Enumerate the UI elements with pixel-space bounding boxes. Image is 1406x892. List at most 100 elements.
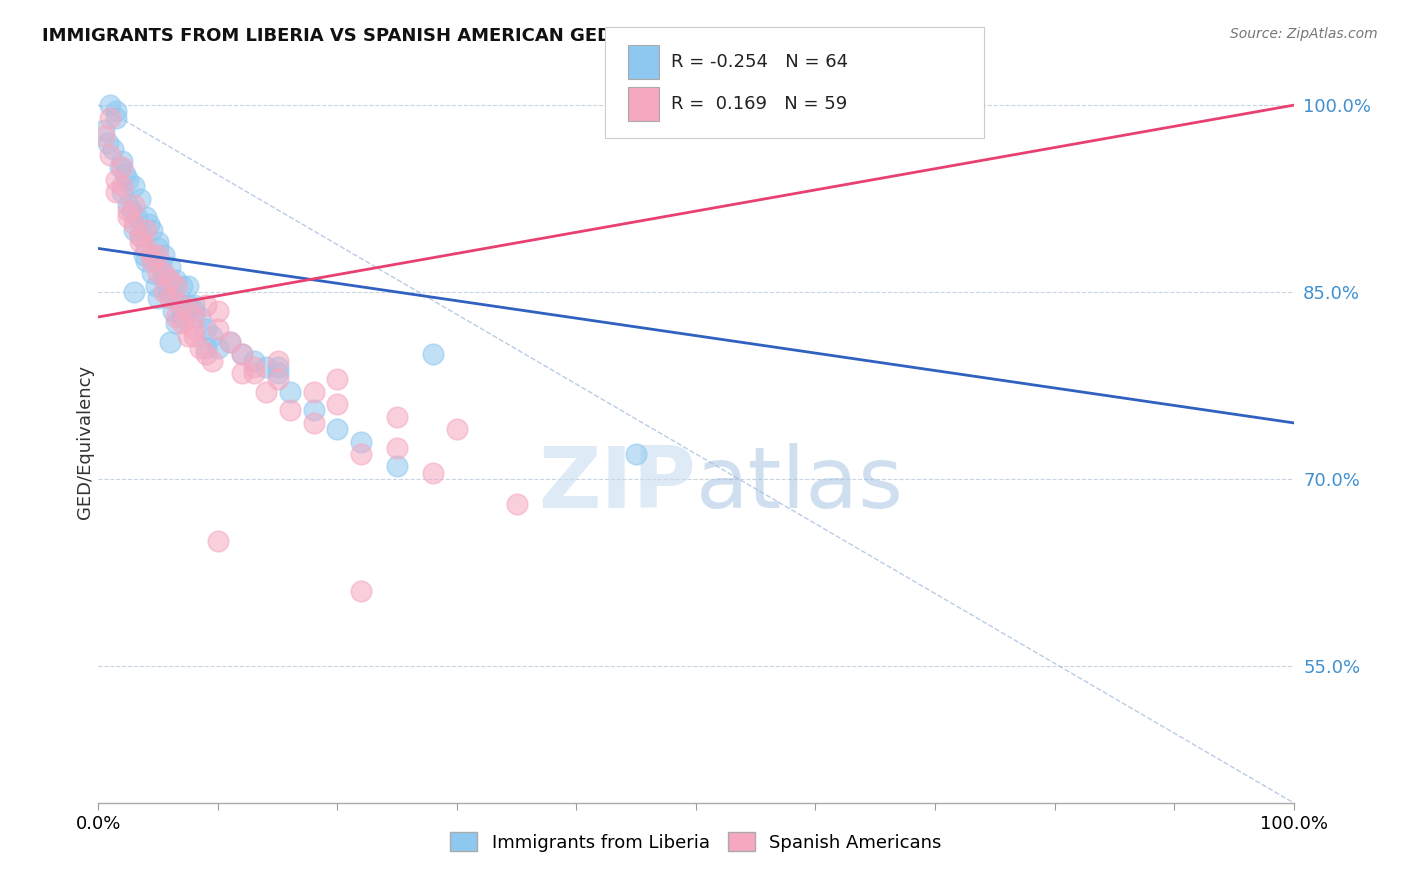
Point [267, 353, 290, 368]
Point [141, 266, 163, 280]
Point [254, 384, 277, 399]
Point [422, 347, 444, 361]
Point [111, 179, 134, 194]
Point [159, 272, 181, 286]
Point [124, 217, 146, 231]
Point [165, 316, 187, 330]
Point [105, 111, 128, 125]
Point [135, 211, 157, 225]
Point [177, 278, 200, 293]
Point [446, 422, 468, 436]
Point [183, 322, 205, 336]
Point [350, 584, 373, 599]
Point [121, 204, 143, 219]
Point [156, 285, 179, 299]
Point [385, 441, 409, 455]
Point [350, 447, 373, 461]
Point [129, 235, 152, 250]
Point [188, 341, 211, 355]
Point [153, 248, 176, 262]
Point [124, 179, 146, 194]
Point [278, 403, 301, 417]
Point [267, 372, 290, 386]
Point [93, 123, 115, 137]
Point [172, 310, 194, 324]
Point [98, 98, 122, 112]
Point [350, 434, 373, 449]
Point [93, 129, 115, 144]
Point [201, 353, 224, 368]
Point [231, 347, 253, 361]
Point [148, 266, 170, 280]
Point [135, 253, 157, 268]
Point [183, 303, 205, 318]
Point [129, 192, 152, 206]
Point [111, 161, 134, 175]
Text: Source: ZipAtlas.com: Source: ZipAtlas.com [1230, 27, 1378, 41]
Point [148, 242, 170, 256]
Point [129, 229, 152, 244]
Point [219, 334, 242, 349]
Point [148, 235, 170, 250]
Point [243, 353, 266, 368]
Point [172, 278, 194, 293]
Point [138, 217, 160, 231]
Point [141, 253, 163, 268]
Point [183, 310, 205, 324]
Point [148, 291, 170, 305]
Point [145, 278, 167, 293]
Point [141, 223, 163, 237]
Point [114, 167, 136, 181]
Point [188, 310, 211, 324]
Point [159, 334, 181, 349]
Point [219, 334, 242, 349]
Point [117, 211, 139, 225]
Point [111, 154, 134, 169]
Point [626, 447, 648, 461]
Point [195, 347, 218, 361]
Point [302, 403, 325, 417]
Point [326, 422, 349, 436]
Point [165, 272, 187, 286]
Point [207, 534, 229, 549]
Point [105, 104, 128, 119]
Point [506, 497, 529, 511]
Point [172, 316, 194, 330]
Point [195, 322, 218, 336]
Point [117, 204, 139, 219]
Point [231, 366, 253, 380]
Point [207, 303, 229, 318]
Point [326, 397, 349, 411]
Point [148, 248, 170, 262]
Point [385, 459, 409, 474]
Point [254, 359, 277, 374]
Point [105, 173, 128, 187]
Point [124, 285, 146, 299]
Point [207, 322, 229, 336]
Point [124, 223, 146, 237]
Text: R = -0.254   N = 64: R = -0.254 N = 64 [671, 54, 848, 71]
Point [302, 416, 325, 430]
Text: R =  0.169   N = 59: R = 0.169 N = 59 [671, 95, 846, 113]
Point [135, 242, 157, 256]
Point [207, 341, 229, 355]
Text: atlas: atlas [696, 443, 904, 526]
Point [132, 248, 155, 262]
Point [141, 248, 163, 262]
Point [183, 297, 205, 311]
Text: IMMIGRANTS FROM LIBERIA VS SPANISH AMERICAN GED/EQUIVALENCY CORRELATION CHART: IMMIGRANTS FROM LIBERIA VS SPANISH AMERI… [42, 27, 980, 45]
Point [98, 111, 122, 125]
Point [129, 229, 152, 244]
Point [243, 366, 266, 380]
Point [183, 328, 205, 343]
Point [125, 211, 148, 225]
Point [159, 291, 181, 305]
Point [98, 148, 122, 162]
Point [149, 260, 172, 274]
Point [169, 297, 191, 311]
Point [267, 359, 290, 374]
Point [153, 272, 176, 286]
Point [302, 384, 325, 399]
Point [165, 278, 187, 293]
Point [159, 291, 181, 305]
